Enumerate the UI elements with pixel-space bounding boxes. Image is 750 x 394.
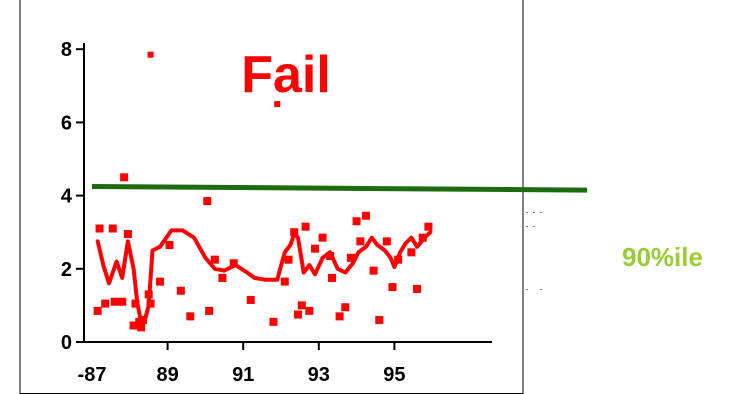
axis-ticks: -87 89 91 93 95 0 2 4 6 8 [61,39,406,386]
stray-dot [526,226,528,227]
data-point [407,248,416,257]
data-point [110,297,119,306]
x-tick-label: 95 [383,364,405,386]
data-point [156,277,165,286]
x-tick-label: 89 [156,364,178,386]
data-point [118,297,127,306]
y-tick-label: 4 [61,186,73,208]
data-point [318,233,327,242]
data-point [418,233,427,242]
data-point [284,255,293,264]
data-point [297,301,306,310]
fail-label: Fail [241,46,331,104]
data-point [352,217,361,226]
data-point [210,255,219,264]
data-point [203,197,212,206]
percentile-line-layer [91,183,588,193]
outlier-points [147,51,281,108]
data-point [311,244,320,253]
data-point [269,317,278,326]
data-point [176,286,185,295]
data-point [413,284,422,293]
percentile-label: 90%ile [622,242,703,272]
data-point [93,306,102,315]
stray-dot [526,212,528,213]
data-point [95,224,104,233]
data-point [335,312,344,321]
axes [83,43,492,343]
data-point [123,230,132,239]
data-point [388,283,397,292]
stray-dot [533,226,535,227]
data-point [356,237,365,246]
data-point [139,316,148,325]
y-tick-label: 8 [61,39,72,61]
percentile-line [91,183,588,193]
data-point [144,290,153,299]
data-point [290,228,299,237]
outlier-point [147,51,154,58]
data-point [301,222,310,231]
data-point [280,277,289,286]
y-tick-label: 0 [61,332,72,354]
data-point [369,266,378,275]
x-tick-label: 91 [232,364,254,386]
data-point [424,222,433,231]
stray-dots [526,212,542,290]
scatter-points [93,173,433,332]
data-point [229,259,238,268]
stray-dot [526,289,528,290]
data-point [375,316,384,325]
x-tick-label: 93 [308,364,330,386]
annotations: Fail 90%ile [241,46,703,272]
data-point [382,237,391,246]
data-point [108,224,117,233]
data-point [137,323,146,332]
stray-dot [540,212,542,213]
smooth-line [95,228,433,324]
x-tick-label: -87 [78,364,107,386]
y-tick-label: 2 [61,259,72,281]
data-point [246,295,255,304]
data-point [129,321,138,330]
data-point [205,306,214,315]
data-point [131,299,140,308]
data-point [186,312,195,321]
outlier-point [274,101,281,108]
data-point [294,310,303,319]
stray-dot [540,289,542,290]
data-point [326,251,335,260]
y-tick-label: 6 [61,112,72,134]
data-point [165,241,174,250]
data-point [341,303,350,312]
data-point [305,306,314,315]
stray-dot [533,212,535,213]
data-point [101,299,110,308]
data-point [328,273,337,282]
data-point [394,255,403,264]
data-point [120,173,129,182]
smooth-line-layer [95,228,433,324]
data-point [362,211,371,220]
data-point [346,253,355,262]
data-point [218,273,227,282]
data-point [146,299,155,308]
